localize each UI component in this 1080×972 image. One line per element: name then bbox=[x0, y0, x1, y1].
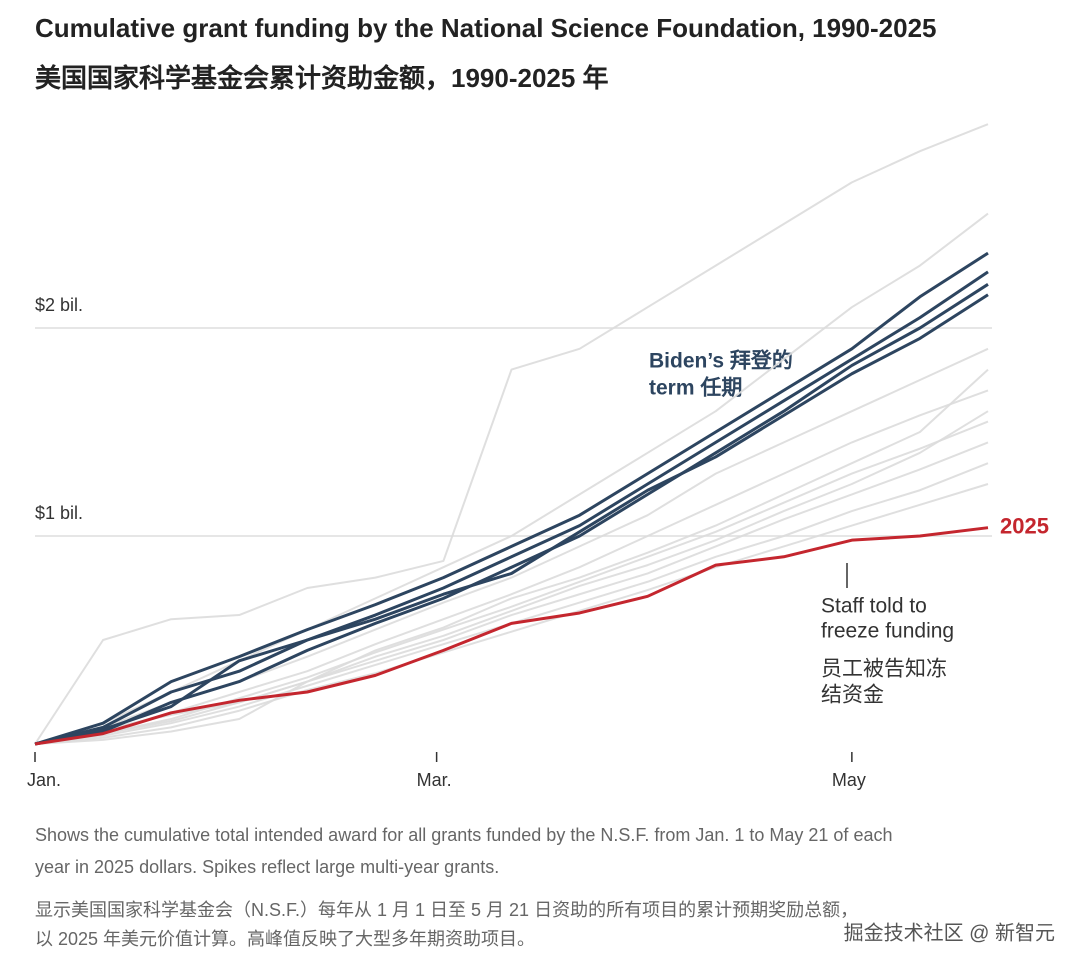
annotation: 员工被告知冻 bbox=[821, 658, 947, 681]
annotation: 结资金 bbox=[821, 684, 884, 707]
watermark: 掘金技术社区 @ 新智元 bbox=[844, 921, 1055, 944]
series-line bbox=[34, 283, 989, 746]
chart-title: Cumulative grant funding by the National… bbox=[35, 13, 937, 43]
series-line bbox=[34, 441, 989, 745]
y-tick-label: $2 bil. bbox=[35, 295, 83, 315]
x-tick-label: Mar. bbox=[417, 770, 452, 790]
series-line bbox=[34, 389, 989, 745]
note: year in 2025 dollars. Spikes reflect lar… bbox=[35, 857, 499, 877]
series-line bbox=[34, 270, 989, 746]
series-line bbox=[34, 212, 989, 745]
series-line bbox=[34, 123, 989, 745]
series-line bbox=[34, 251, 989, 746]
annotation: Staff told to bbox=[821, 595, 927, 618]
chart-subtitle: 美国国家科学基金会累计资助金额，1990-2025 年 bbox=[35, 63, 609, 93]
note: 显示美国国家科学基金会（N.S.F.）每年从 1 月 1 日至 5 月 21 日… bbox=[35, 900, 858, 920]
series-line bbox=[34, 526, 989, 746]
series-line bbox=[34, 368, 989, 745]
note: Shows the cumulative total intended awar… bbox=[35, 825, 892, 845]
y-tick-label: $1 bil. bbox=[35, 503, 83, 523]
series-line bbox=[34, 410, 989, 745]
series-label: 2025 bbox=[1000, 513, 1049, 538]
series-line bbox=[34, 420, 989, 745]
series-line bbox=[34, 483, 989, 745]
note: 以 2025 年美元价值计算。高峰值反映了大型多年期资助项目。 bbox=[35, 929, 535, 949]
series-line bbox=[34, 293, 989, 746]
x-tick-label: May bbox=[832, 770, 866, 790]
x-tick-label: Jan. bbox=[27, 770, 61, 790]
annotation: term 任期 bbox=[649, 376, 742, 400]
annotation: freeze funding bbox=[821, 620, 954, 643]
annotation: Biden’s 拜登的 bbox=[649, 349, 793, 373]
